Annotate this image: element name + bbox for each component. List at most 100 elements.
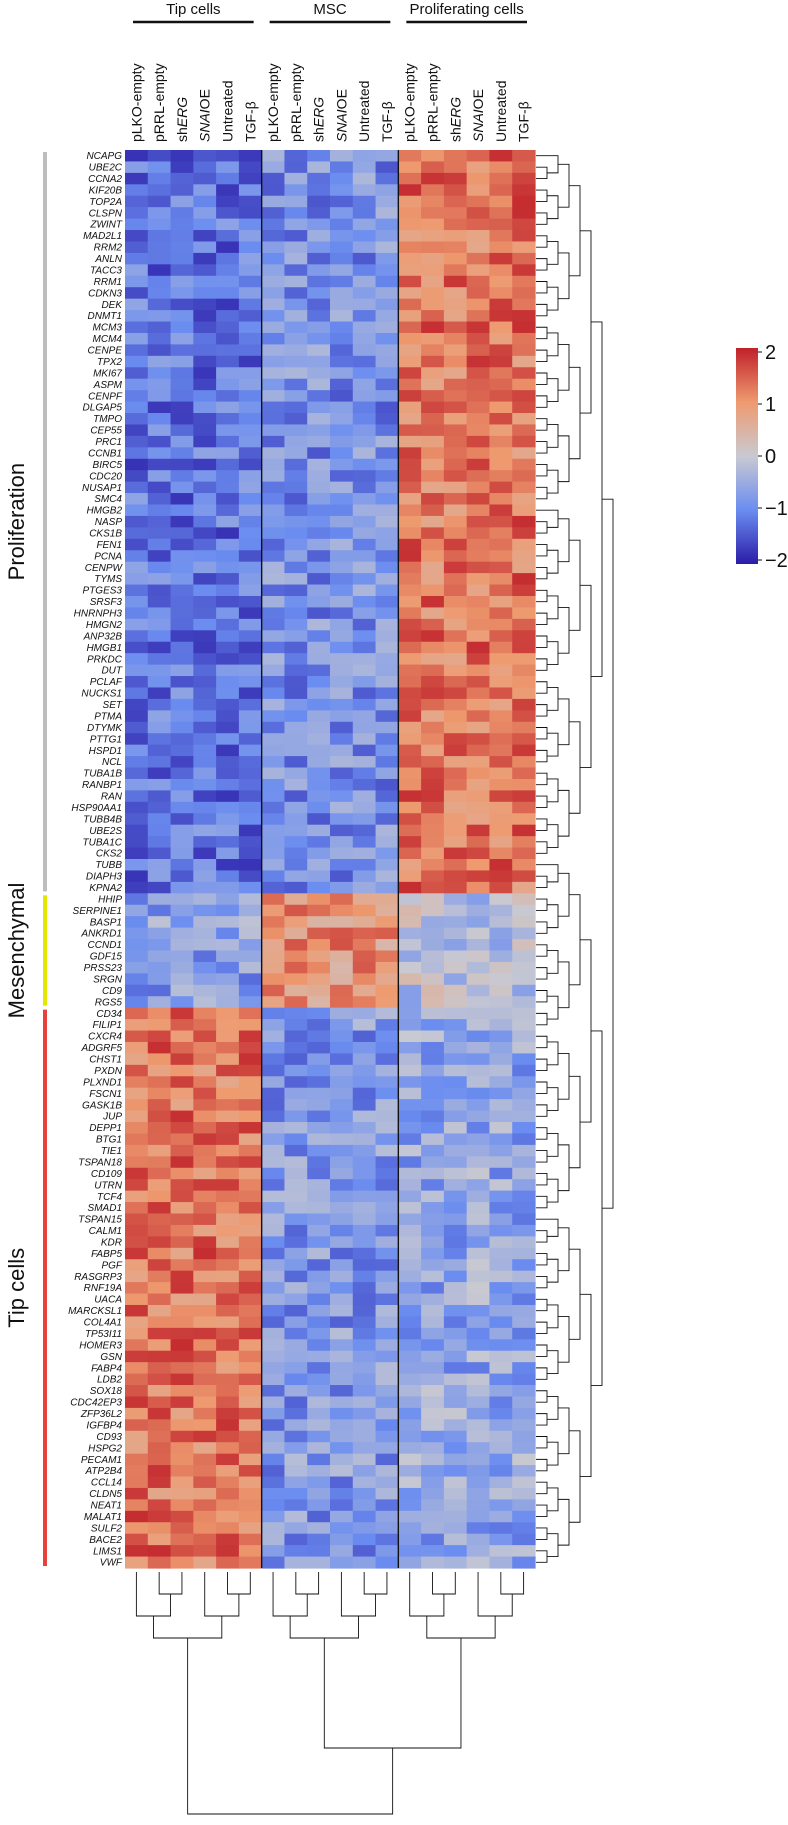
cell-tmpo-13 [421, 413, 445, 426]
cell-hspg2-9 [330, 1442, 354, 1455]
cell-cdc20-9 [330, 470, 354, 483]
cell-calm1-0 [125, 1224, 149, 1237]
cell-pxdn-12 [398, 1064, 422, 1077]
cell-filip1-5 [238, 1019, 263, 1032]
cell-hsp90aa1-10 [352, 801, 377, 814]
gene-label-igfbp4: IGFBP4 [86, 1420, 122, 1431]
cell-nucks1-8 [307, 687, 331, 700]
cell-nucks1-6 [261, 687, 286, 700]
cell-dek-3 [193, 298, 217, 311]
cell-pecam1-5 [238, 1453, 263, 1466]
cell-homer3-9 [330, 1339, 354, 1352]
cell-ptma-8 [307, 710, 331, 723]
cell-hsp90aa1-6 [261, 801, 286, 814]
cell-rrm1-9 [330, 275, 354, 288]
cell-adgrf5-1 [147, 1041, 172, 1055]
cell-rasgrp3-2 [170, 1270, 194, 1283]
cell-tuba1b-7 [284, 767, 308, 780]
cell-clspn-2 [170, 207, 194, 220]
cell-cxcr4-4 [216, 1030, 240, 1043]
cell-aspm-2 [170, 378, 194, 391]
cell-plxnd1-11 [375, 1076, 399, 1089]
cell-pclaf-14 [443, 676, 468, 689]
cell-mcm4-1 [147, 332, 172, 346]
cell-birc5-9 [330, 458, 354, 471]
cell-bace2-12 [398, 1533, 422, 1546]
cell-ptges3-2 [170, 584, 194, 597]
cell-smc4-10 [352, 493, 377, 506]
cell-tie1-11 [375, 1144, 399, 1157]
gene-label-kif20b: KIF20B [89, 185, 123, 196]
cell-nucks1-17 [512, 687, 536, 700]
cell-utrn-7 [284, 1179, 308, 1192]
cell-hspg2-16 [489, 1442, 513, 1455]
cell-sox18-17 [512, 1385, 536, 1398]
cell-prc1-15 [466, 435, 491, 448]
cell-smc4-5 [238, 493, 263, 506]
cell-ptma-7 [284, 710, 308, 723]
cell-tcf4-3 [193, 1190, 217, 1203]
cell-smc4-15 [466, 493, 491, 506]
cell-dtymk-9 [330, 721, 354, 734]
cell-hspg2-7 [284, 1442, 308, 1455]
cell-dtymk-4 [216, 721, 240, 734]
gene-label-ccnb1: CCNB1 [88, 448, 122, 459]
cell-pxdn-5 [238, 1064, 263, 1077]
cell-mcm3-1 [147, 321, 172, 334]
cell-cd9-0 [125, 984, 149, 997]
cell-cd109-13 [421, 1167, 445, 1180]
cell-vwf-5 [238, 1556, 263, 1569]
cell-cd34-13 [421, 1007, 445, 1020]
cell-hspd1-4 [216, 744, 240, 757]
cell-cenpe-8 [307, 344, 331, 357]
cell-pcna-1 [147, 550, 172, 563]
cell-hnrnph3-3 [193, 607, 217, 620]
cell-nusap1-13 [421, 481, 445, 494]
cell-ccnb1-2 [170, 447, 194, 460]
cell-chst1-16 [489, 1053, 513, 1066]
cell-nusap1-1 [147, 481, 172, 494]
cell-cenpf-1 [147, 390, 172, 403]
cell-rasgrp3-0 [125, 1270, 149, 1283]
cell-dnmt1-14 [443, 310, 468, 323]
cell-aspm-0 [125, 378, 149, 391]
cell-pttg1-1 [147, 733, 172, 746]
cell-neat1-9 [330, 1499, 354, 1512]
cell-filip1-17 [512, 1019, 536, 1032]
cell-ccna2-10 [352, 172, 377, 185]
section-bar-proliferation [43, 152, 47, 892]
cell-marcksl1-4 [216, 1304, 240, 1318]
cell-kif20b-17 [512, 184, 536, 197]
cell-dlgap5-13 [421, 401, 445, 414]
cell-ccnb1-5 [238, 447, 263, 460]
gene-label-gask1b: GASK1B [82, 1100, 122, 1111]
cell-cks1b-4 [216, 527, 240, 540]
cell-ube2s-3 [193, 824, 217, 837]
cell-mcm4-4 [216, 332, 240, 346]
cell-mcm4-5 [238, 332, 263, 346]
cell-gsn-0 [125, 1350, 149, 1363]
cell-top2a-8 [307, 195, 331, 208]
cell-prc1-0 [125, 435, 149, 448]
cell-kif20b-0 [125, 184, 149, 197]
cell-ptma-17 [512, 710, 536, 723]
cell-uaca-10 [352, 1293, 377, 1306]
cell-cdkn3-0 [125, 287, 149, 300]
cell-hspd1-10 [352, 744, 377, 757]
row-dendrogram-branch [558, 1227, 570, 1272]
cell-hmgb1-0 [125, 641, 149, 654]
cell-cd9-10 [352, 984, 377, 997]
cell-diaph3-2 [170, 870, 194, 883]
cell-mad2l1-6 [261, 230, 286, 243]
cell-gask1b-3 [193, 1099, 217, 1112]
cell-cdc20-7 [284, 470, 308, 483]
row-dendrogram-branch [536, 635, 548, 648]
cell-tcf4-11 [375, 1190, 399, 1203]
cell-mcm3-14 [443, 321, 468, 334]
cell-bace2-4 [216, 1533, 240, 1546]
cell-hspd1-12 [398, 744, 422, 757]
cell-mad2l1-13 [421, 230, 445, 243]
cell-cdc42ep3-7 [284, 1396, 308, 1409]
cell-bace2-9 [330, 1533, 354, 1546]
